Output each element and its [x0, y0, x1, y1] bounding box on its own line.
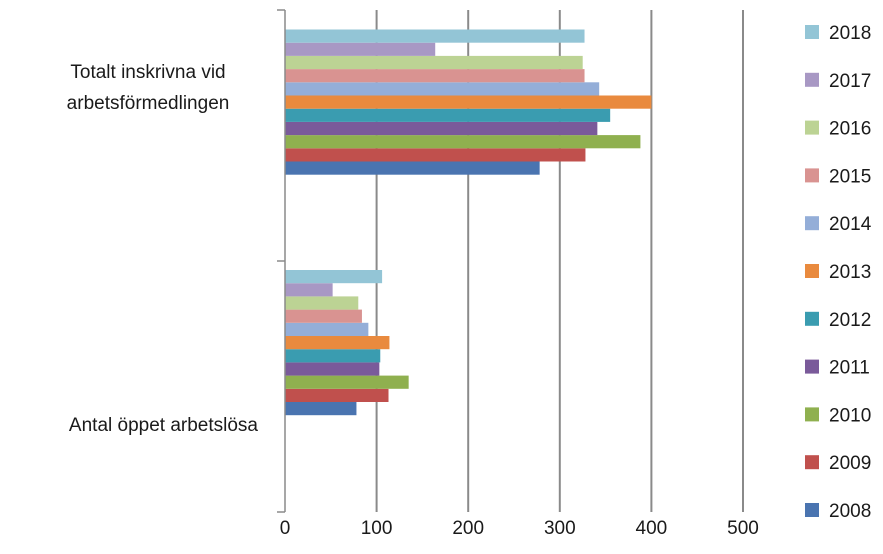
legend-label-2016: 2016: [829, 119, 871, 140]
bar-2018-cat0: [285, 29, 585, 43]
x-tick-label-0: 0: [280, 518, 291, 539]
legend-swatch-2016: [805, 120, 819, 135]
x-tick-label-200: 200: [452, 518, 484, 539]
legend-label-2018: 2018: [829, 23, 871, 44]
category-label-line: arbetsförmedlingen: [67, 93, 230, 114]
x-tick-label-500: 500: [727, 518, 759, 539]
bar-2015-cat0: [285, 69, 585, 83]
x-tick-label-300: 300: [544, 518, 576, 539]
category-label-0: Totalt inskrivna vid arbetsförmedlingen: [67, 62, 230, 114]
legend-swatch-2011: [805, 359, 819, 374]
category-label-1: Antal öppet arbetslösa: [69, 415, 259, 436]
legend-label-2012: 2012: [829, 310, 871, 331]
bar-2015-cat1: [285, 309, 362, 323]
legend-label-2011: 2011: [829, 358, 870, 379]
bars-layer: [285, 29, 652, 416]
bar-2008-cat1: [285, 402, 357, 416]
legend: 2018 2017 2016 2015 2014 2013 2012 2011 2010 2009…: [805, 23, 872, 522]
x-tick-label-100: 100: [361, 518, 393, 539]
legend-swatch-2012: [805, 311, 819, 326]
category-label-line: Antal öppet arbetslösa: [69, 415, 259, 436]
category-label-line: Totalt inskrivna vid: [70, 62, 225, 83]
bar-2012-cat0: [285, 108, 611, 122]
bar-2010-cat0: [285, 135, 641, 149]
bar-2009-cat1: [285, 388, 389, 402]
bar-2016-cat0: [285, 55, 583, 70]
bar-2014-cat1: [285, 322, 369, 336]
legend-label-2009: 2009: [829, 453, 871, 474]
legend-label-2010: 2010: [829, 405, 871, 426]
legend-label-2014: 2014: [829, 214, 872, 235]
legend-swatch-2018: [805, 25, 819, 39]
bar-2009-cat0: [285, 148, 586, 162]
legend-swatch-2015: [805, 168, 819, 183]
bar-2011-cat0: [285, 121, 598, 136]
bar-2011-cat1: [285, 362, 380, 376]
legend-swatch-2013: [805, 264, 819, 278]
bar-2017-cat1: [285, 283, 333, 297]
bar-2012-cat1: [285, 349, 381, 363]
bar-2013-cat0: [285, 95, 652, 109]
bar-2018-cat1: [285, 270, 383, 284]
labels-layer: 0 100 200 300 400 500 Totalt inskrivna vid arbe…: [67, 62, 759, 539]
bar-2016-cat1: [285, 296, 359, 310]
bar-2014-cat0: [285, 82, 600, 96]
bar-2013-cat1: [285, 336, 390, 350]
bar-2010-cat1: [285, 375, 409, 389]
legend-swatch-2010: [805, 407, 819, 422]
legend-swatch-2014: [805, 216, 819, 231]
legend-swatch-2008: [805, 503, 819, 517]
bar-2008-cat0: [285, 161, 540, 175]
legend-label-2008: 2008: [829, 501, 871, 522]
bar-2017-cat0: [285, 42, 436, 56]
legend-swatch-2009: [805, 455, 819, 470]
legend-label-2017: 2017: [829, 71, 871, 92]
legend-label-2015: 2015: [829, 166, 871, 187]
x-tick-label-400: 400: [636, 518, 668, 539]
legend-swatch-2017: [805, 72, 819, 87]
axis-layer: [277, 9, 286, 513]
legend-label-2013: 2013: [829, 262, 871, 283]
